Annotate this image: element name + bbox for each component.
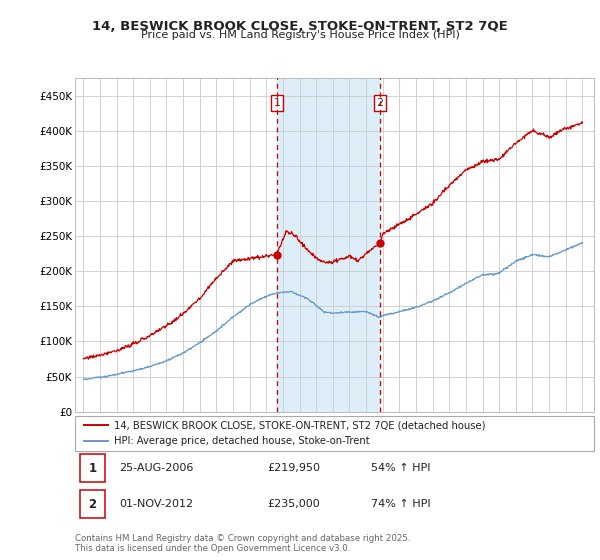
Text: 2: 2 [89, 497, 97, 511]
Text: 54% ↑ HPI: 54% ↑ HPI [371, 463, 430, 473]
Text: 14, BESWICK BROOK CLOSE, STOKE-ON-TRENT, ST2 7QE (detached house): 14, BESWICK BROOK CLOSE, STOKE-ON-TRENT,… [114, 421, 485, 431]
Text: 01-NOV-2012: 01-NOV-2012 [119, 499, 193, 509]
Text: 1: 1 [274, 98, 281, 108]
Text: 1: 1 [89, 462, 97, 475]
FancyBboxPatch shape [80, 490, 105, 518]
FancyBboxPatch shape [80, 454, 105, 483]
Bar [277, 78, 380, 412]
Text: 74% ↑ HPI: 74% ↑ HPI [371, 499, 430, 509]
Text: 2: 2 [377, 98, 383, 108]
Text: 14, BESWICK BROOK CLOSE, STOKE-ON-TRENT, ST2 7QE: 14, BESWICK BROOK CLOSE, STOKE-ON-TRENT,… [92, 20, 508, 32]
Text: 25-AUG-2006: 25-AUG-2006 [119, 463, 193, 473]
Text: HPI: Average price, detached house, Stoke-on-Trent: HPI: Average price, detached house, Stok… [114, 436, 370, 446]
Text: Contains HM Land Registry data © Crown copyright and database right 2025.
This d: Contains HM Land Registry data © Crown c… [75, 534, 410, 553]
Text: Price paid vs. HM Land Registry's House Price Index (HPI): Price paid vs. HM Land Registry's House … [140, 30, 460, 40]
Text: £235,000: £235,000 [267, 499, 320, 509]
Text: £219,950: £219,950 [267, 463, 320, 473]
FancyBboxPatch shape [75, 416, 594, 451]
